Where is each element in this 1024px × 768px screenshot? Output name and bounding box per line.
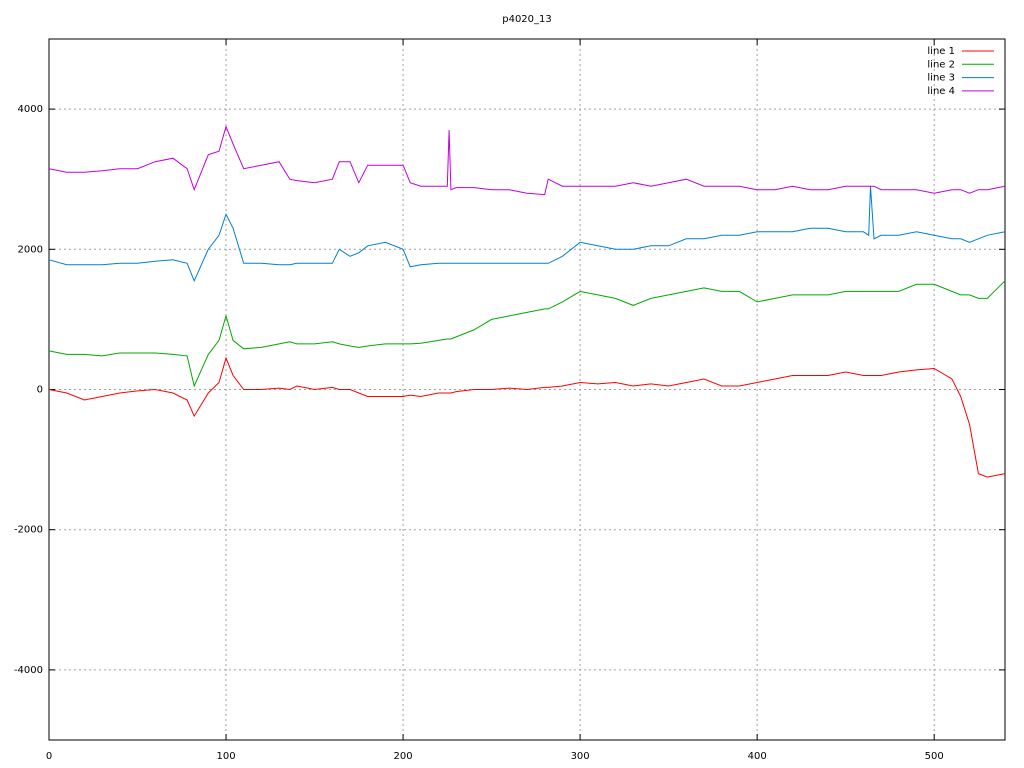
y-tick-label: -2000 bbox=[14, 525, 43, 536]
x-tick-label: 200 bbox=[394, 751, 413, 762]
y-tick-label: 4000 bbox=[18, 104, 43, 115]
legend-label: line 4 bbox=[927, 86, 955, 97]
series-line bbox=[48, 280, 1006, 388]
y-tick-label: 0 bbox=[37, 385, 43, 396]
y-tick-label: 2000 bbox=[18, 244, 43, 255]
x-tick-label: 300 bbox=[571, 751, 590, 762]
chart-title: p4020_13 bbox=[502, 14, 552, 25]
series-line bbox=[48, 186, 1006, 283]
x-tick-label: 400 bbox=[748, 751, 767, 762]
legend-label: line 3 bbox=[927, 73, 955, 84]
legend-label: line 2 bbox=[927, 59, 955, 70]
legend-label: line 1 bbox=[927, 46, 955, 57]
series-line bbox=[48, 356, 1006, 478]
x-tick-label: 500 bbox=[925, 751, 944, 762]
series-line bbox=[48, 125, 1006, 196]
y-tick-label: -4000 bbox=[14, 665, 43, 676]
x-tick-label: 100 bbox=[216, 751, 235, 762]
x-tick-label: 0 bbox=[46, 751, 52, 762]
